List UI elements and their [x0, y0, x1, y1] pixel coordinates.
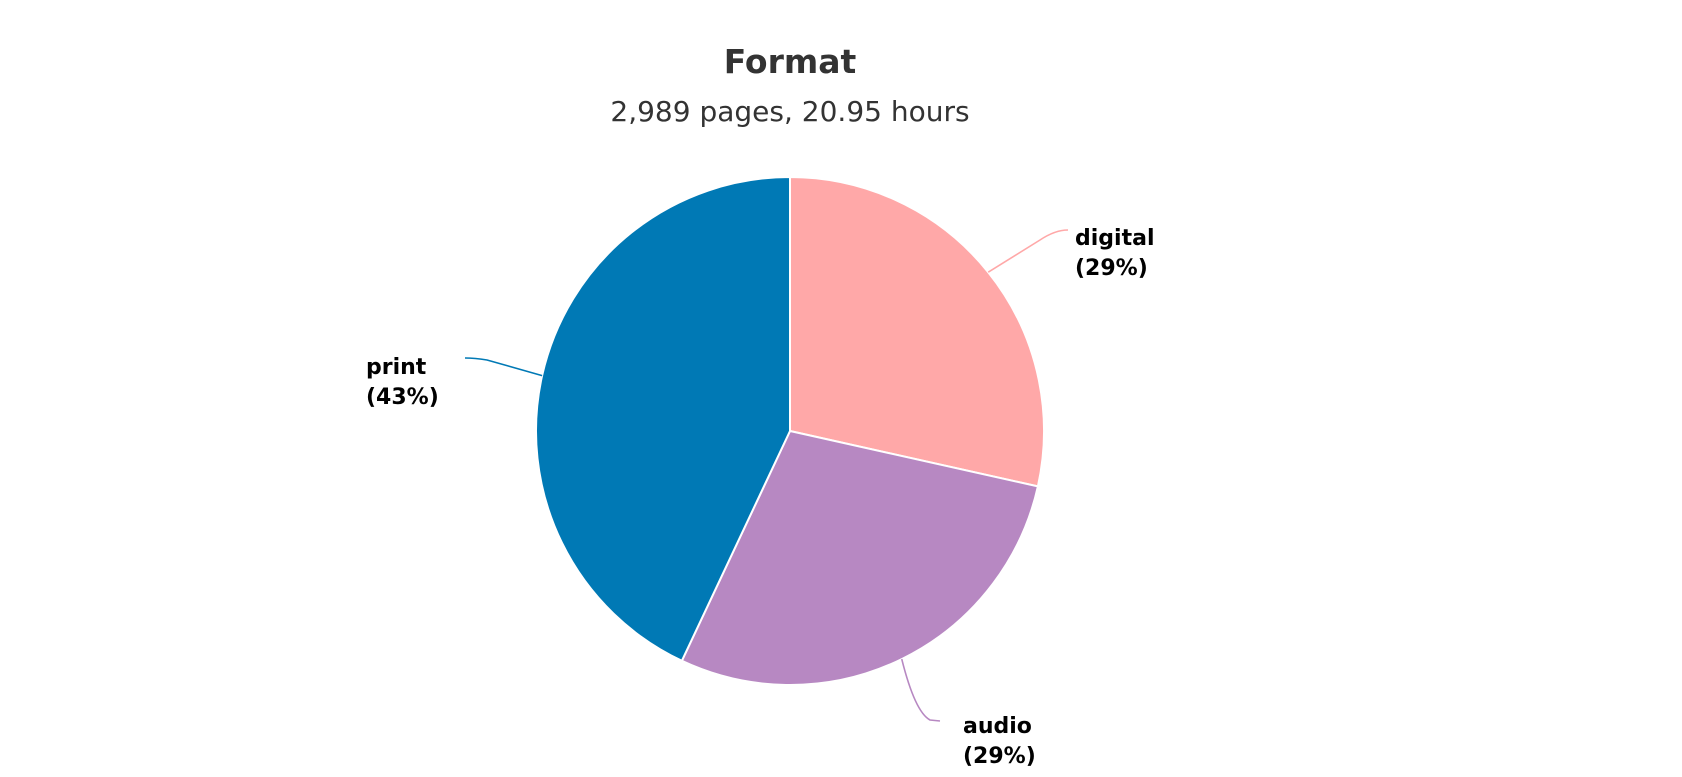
slice-label-name: digital [1075, 226, 1154, 251]
slice-label-print: print (43%) [366, 355, 439, 410]
slice-label-percent: (29%) [1075, 256, 1148, 281]
leader-line-digital [987, 229, 1069, 273]
leader-line-audio [900, 658, 941, 722]
slice-label-name: audio [963, 714, 1032, 739]
slice-labels: digital (29%) audio (29%) print (43%) [366, 226, 1154, 769]
slice-label-digital: digital (29%) [1075, 226, 1154, 281]
pie-slice-audio[interactable] [680, 429, 1040, 686]
slice-label-name: print [366, 355, 427, 380]
slice-label-percent: (29%) [963, 744, 1036, 769]
label-connectors [464, 229, 1069, 722]
slice-label-percent: (43%) [366, 385, 439, 410]
leader-line-print [464, 357, 543, 377]
pie-slice-digital[interactable] [789, 175, 1045, 488]
pie-slices [535, 175, 1045, 686]
chart-subtitle: 2,989 pages, 20.95 hours [610, 95, 969, 128]
chart-title: Format [724, 42, 857, 81]
pie-slice-print[interactable] [535, 175, 791, 663]
slice-label-audio: audio (29%) [963, 714, 1036, 769]
